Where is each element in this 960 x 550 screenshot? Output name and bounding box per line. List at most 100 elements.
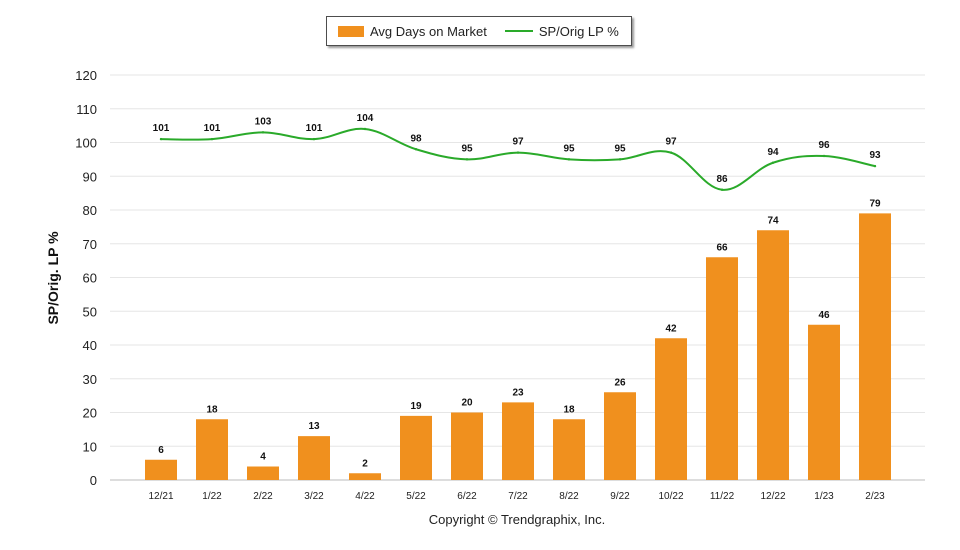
line-data-label-12: 94 (767, 147, 779, 158)
bar-13 (808, 324, 840, 480)
line-point-2 (261, 131, 265, 134)
axis-layer: 0 10 20 30 40 50 60 70 80 90 100 110 120 12/21 1/22 2/2… (75, 68, 885, 502)
x-tick-label-0: 12/21 (148, 491, 173, 502)
x-tick-label-7: 7/22 (508, 491, 528, 502)
bar-data-label-5: 19 (410, 401, 422, 412)
line-point-13 (822, 154, 826, 158)
chart-legend: Avg Days on Market SP/Orig LP % (326, 16, 632, 46)
bar-data-label-11: 66 (716, 242, 728, 253)
line-data-label-3: 101 (306, 123, 323, 134)
line-data-label-14: 93 (869, 150, 881, 161)
line-point-11 (720, 188, 724, 191)
y-tick-label-80: 80 (83, 203, 97, 218)
bar-data-label-12: 74 (767, 215, 779, 226)
legend-swatch-bar (338, 25, 364, 37)
y-tick-label-0: 0 (90, 473, 97, 488)
legend-label-bar: Avg Days on Market (370, 23, 487, 39)
bar-6 (451, 412, 483, 480)
line-point-6 (465, 158, 469, 161)
line-point-14 (873, 164, 877, 168)
bar-data-label-4: 2 (362, 458, 368, 469)
x-tick-label-14: 2/23 (865, 491, 885, 502)
line-data-label-2: 103 (255, 116, 272, 127)
y-tick-label-100: 100 (75, 136, 97, 151)
legend-item-bar: Avg Days on Market (327, 24, 487, 39)
bar-12 (757, 230, 789, 480)
line-point-4 (363, 127, 367, 131)
y-axis-label: SP/Orig. LP % (45, 231, 61, 325)
y-tick-label-70: 70 (83, 237, 97, 252)
x-tick-label-6: 6/22 (457, 491, 477, 502)
line-layer (159, 127, 877, 191)
x-tick-label-12: 12/22 (760, 491, 785, 502)
line-point-5 (414, 148, 418, 151)
line-data-label-8: 95 (563, 143, 575, 154)
line-point-10 (669, 151, 673, 154)
line-point-7 (516, 151, 520, 154)
y-tick-label-110: 110 (76, 102, 97, 117)
line-point-1 (210, 137, 214, 141)
bar-data-label-8: 18 (563, 404, 575, 415)
x-tick-label-5: 5/22 (406, 491, 426, 502)
bar-14 (859, 213, 891, 480)
bar-1 (196, 419, 228, 480)
legend-swatch-line (504, 30, 533, 32)
line-point-0 (159, 137, 163, 141)
labels-layer: 6 18 4 13 2 19 20 23 18 26 42 66 74 46 79 101 101 103 101 1… (153, 113, 881, 469)
bar-4 (349, 473, 381, 480)
line-data-label-9: 95 (614, 143, 626, 154)
x-tick-label-11: 11/22 (710, 491, 735, 502)
line-data-label-6: 95 (461, 143, 473, 154)
bar-0 (145, 459, 177, 480)
line-data-label-13: 96 (818, 140, 830, 151)
bar-data-label-3: 13 (308, 421, 320, 432)
bar-11 (706, 257, 738, 480)
bar-data-label-0: 6 (158, 445, 164, 456)
x-tick-label-1: 1/22 (202, 491, 222, 502)
y-tick-label-20: 20 (83, 406, 97, 421)
bar-data-label-14: 79 (869, 198, 881, 209)
bar-data-label-10: 42 (665, 323, 677, 334)
bars-layer (145, 213, 891, 480)
copyright-text: Copyright © Trendgraphix, Inc. (428, 512, 606, 527)
bar-9 (604, 392, 636, 480)
line-point-8 (567, 158, 571, 161)
line-data-label-5: 98 (410, 133, 422, 144)
x-tick-label-10: 10/22 (658, 491, 683, 502)
bar-data-label-13: 46 (818, 310, 830, 321)
bar-data-label-1: 18 (206, 404, 218, 415)
y-tick-label-60: 60 (83, 271, 97, 286)
line-data-label-7: 97 (512, 137, 524, 148)
y-tick-label-50: 50 (83, 304, 97, 319)
y-tick-label-120: 120 (75, 68, 97, 83)
y-tick-label-10: 10 (83, 439, 97, 454)
line-data-label-11: 86 (716, 174, 728, 185)
line-point-3 (312, 137, 316, 141)
line-point-9 (618, 158, 622, 161)
x-tick-label-8: 8/22 (559, 491, 579, 502)
line-data-label-4: 104 (357, 113, 374, 124)
line-data-label-10: 97 (665, 137, 677, 148)
legend-label-line: SP/Orig LP % (538, 23, 619, 39)
x-tick-label-4: 4/22 (355, 491, 375, 502)
y-tick-label-30: 30 (83, 372, 97, 387)
bar-data-label-6: 20 (461, 398, 473, 409)
bar-data-label-9: 26 (614, 377, 626, 388)
x-tick-label-13: 1/23 (814, 491, 834, 502)
bar-data-label-2: 4 (260, 452, 266, 463)
bar-data-label-7: 23 (512, 387, 524, 398)
y-tick-label-40: 40 (83, 338, 97, 353)
bar-3 (298, 436, 330, 480)
legend-item-line: SP/Orig LP % (487, 24, 619, 39)
line-data-label-1: 101 (204, 123, 221, 134)
y-tick-label-90: 90 (83, 169, 97, 184)
bar-10 (655, 338, 687, 480)
bar-7 (502, 402, 534, 480)
bar-2 (247, 466, 279, 480)
line-data-label-0: 101 (153, 123, 170, 134)
bar-8 (553, 419, 585, 480)
x-tick-label-9: 9/22 (610, 491, 630, 502)
x-tick-label-3: 3/22 (304, 491, 324, 502)
bar-5 (400, 415, 432, 480)
